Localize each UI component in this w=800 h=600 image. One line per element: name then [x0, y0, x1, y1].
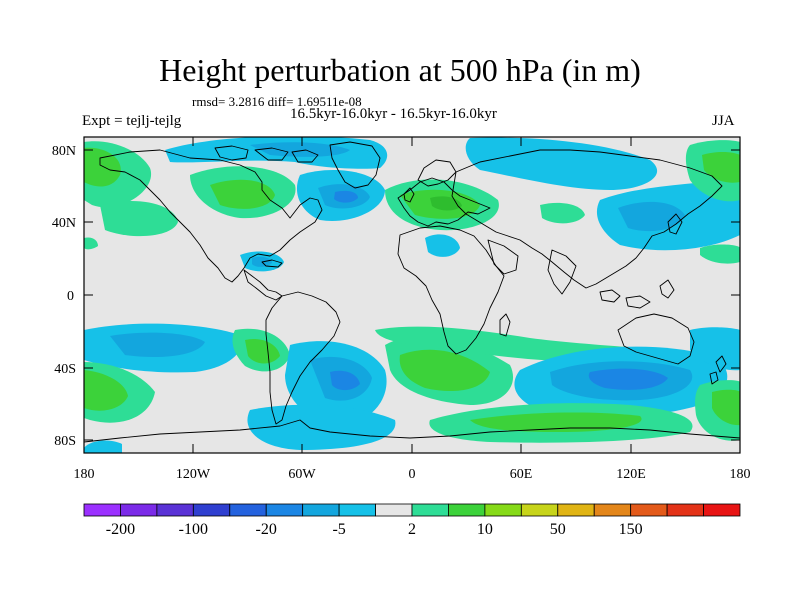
colorbar-label: -5: [332, 521, 345, 538]
contour-nw-africa-blue: [425, 234, 460, 257]
lat-label-eq: 0: [67, 289, 74, 304]
contour-south-atlantic-blue-inner: [330, 370, 360, 391]
coast-asia: [451, 149, 723, 289]
lon-label-180w: 180: [74, 467, 95, 482]
contour-sh-green-west-core: [84, 370, 128, 411]
colorbar-swatch: [411, 503, 449, 517]
coast-arabia: [487, 239, 519, 275]
colorbar-label: -200: [106, 521, 135, 538]
colorbar-swatch: [703, 503, 741, 517]
height-field: [84, 137, 740, 453]
coast-madagascar: [499, 313, 511, 337]
colorbar-swatch: [666, 503, 704, 517]
lon-label-120w: 120W: [176, 467, 211, 482]
colorbar-label: 50: [550, 521, 566, 538]
contour-antarctic-blue-cap: [84, 440, 122, 453]
lon-label-0: 0: [409, 467, 416, 482]
coast-europe: [397, 177, 491, 227]
contour-east-pacific-blue: [690, 327, 740, 371]
colorbar-label: -20: [256, 521, 277, 538]
coast-india: [547, 249, 577, 295]
colorbar-swatch: [192, 503, 231, 517]
contour-antarctic-blue: [247, 404, 396, 450]
stats-text: rmsd= 3.2816 diff= 1.69511e-08: [192, 94, 362, 109]
contour-pacific-green: [700, 244, 740, 264]
contour-na-blue-inner: [334, 190, 358, 203]
colorbar-swatch: [156, 503, 194, 517]
contour-southern-ocean-green-core: [470, 412, 642, 432]
coast-arctic-islands: [214, 145, 319, 163]
lat-label-80n: 80N: [52, 144, 76, 159]
contour-nh-green-pacific-small: [84, 237, 98, 250]
contour-sa-green-core: [245, 338, 280, 364]
colorbar-swatch: [302, 503, 340, 517]
coast-new-zealand: [709, 355, 727, 385]
lon-label-60e: 60E: [510, 467, 533, 482]
contour-mideast-green: [540, 202, 585, 224]
colorbar-swatch: [520, 503, 559, 517]
contour-nh-green-west-core: [84, 147, 121, 187]
colorbar-swatch: [83, 503, 121, 517]
lon-label-120e: 120E: [616, 467, 646, 482]
colorbar-swatch: [265, 503, 304, 517]
colorbar-swatch: [229, 503, 267, 517]
coast-australia: [617, 313, 695, 365]
contour-east-pacific-green-core: [712, 389, 740, 426]
colorbar-swatch: [448, 503, 486, 517]
coast-south-america: [265, 291, 341, 425]
map-title: Height perturbation at 500 hPa (in m): [159, 52, 641, 88]
colorbar: [83, 503, 741, 517]
colorbar-labels: -200 -100 -20 -5 2 10 50 150: [106, 521, 643, 538]
lat-label-80s: 80S: [54, 434, 76, 449]
contour-na-green-core: [210, 179, 275, 209]
contour-ne-green-core: [702, 151, 740, 183]
coast-britain: [403, 187, 415, 203]
coast-se-asia-islands: [599, 279, 675, 309]
coastlines: [84, 141, 740, 443]
colorbar-swatch: [338, 503, 376, 517]
contour-sh-blue-pacific-core: [110, 332, 205, 358]
colorbar-label: 2: [408, 521, 416, 538]
colorbar-swatch: [593, 503, 632, 517]
coast-greenland: [329, 141, 381, 189]
colorbar-swatch: [120, 503, 158, 517]
colorbar-swatch: [375, 503, 413, 517]
contour-indian-blue-inner: [588, 368, 668, 390]
coast-africa: [397, 225, 505, 355]
colorbar-swatch: [630, 503, 668, 517]
period-text: 16.5kyr-16.0kyr - 16.5kyr-16.0kyr: [290, 106, 497, 122]
contour-south-atlantic-green-core: [399, 349, 490, 392]
experiment-label: Expt = tejlj-tejlg: [82, 113, 182, 129]
colorbar-label: -100: [179, 521, 208, 538]
coast-antarctica: [84, 419, 740, 443]
colorbar-label: 10: [477, 521, 493, 538]
colorbar-swatch: [557, 503, 595, 517]
colorbar-swatch: [484, 503, 522, 517]
contour-nh-green-pacific: [100, 201, 178, 237]
lat-label-40s: 40S: [54, 362, 76, 377]
coast-japan: [667, 213, 683, 235]
lon-label-180e: 180: [730, 467, 751, 482]
colorbar-label: 150: [619, 521, 643, 538]
season-label: JJA: [712, 113, 735, 129]
lon-label-60w: 60W: [288, 467, 316, 482]
contour-siberia-blue: [465, 137, 658, 190]
contour-arctic-blue-core: [250, 142, 350, 157]
lat-label-40n: 40N: [52, 216, 76, 231]
coast-north-america: [99, 149, 323, 283]
coast-cuba: [261, 259, 283, 268]
axis-ticks: [84, 137, 740, 453]
